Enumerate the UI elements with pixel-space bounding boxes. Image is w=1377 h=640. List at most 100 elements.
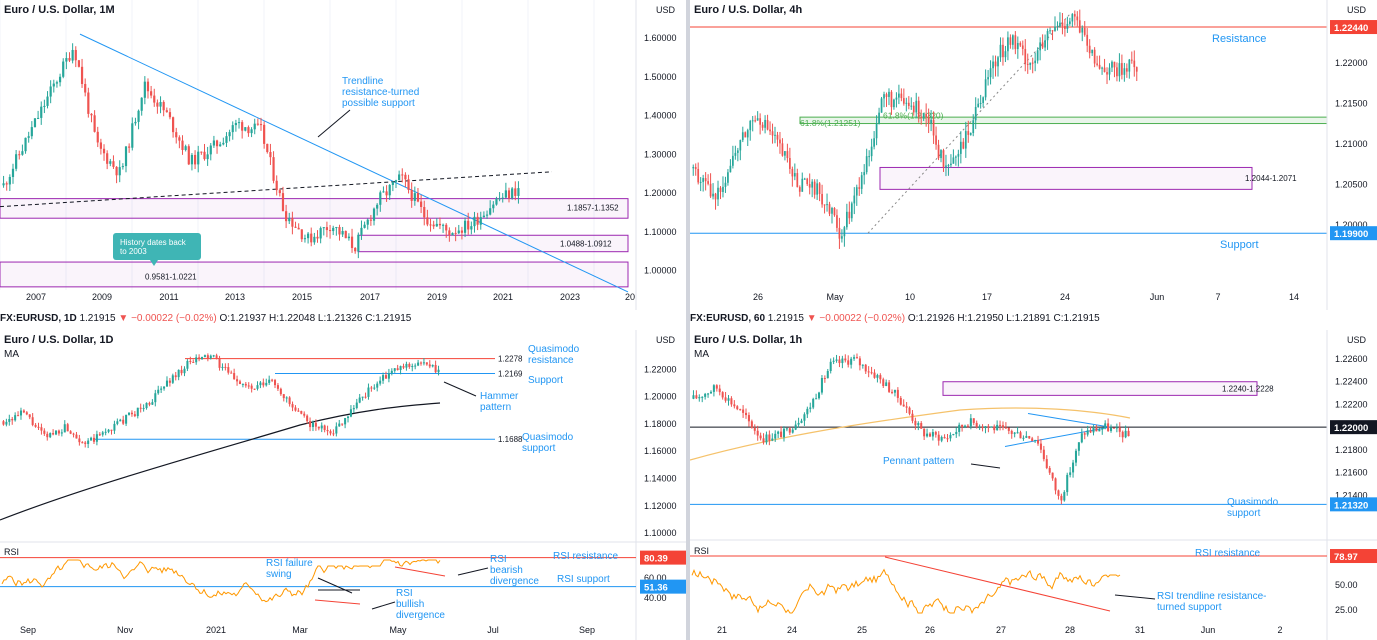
4h-candle bbox=[813, 181, 816, 195]
monthly-candle bbox=[263, 124, 266, 144]
monthly-candle bbox=[306, 233, 310, 239]
monthly-candle bbox=[234, 123, 237, 126]
open-price: O:1.21926 bbox=[907, 313, 955, 324]
daily-candle bbox=[57, 430, 60, 434]
4h-candle bbox=[845, 211, 848, 228]
chart-panel-daily[interactable]: 1.2278 1.2169 1.1688 Quasimodo resistance Sup… bbox=[0, 330, 686, 640]
hourly-candle bbox=[692, 395, 695, 399]
hourly-candle bbox=[858, 358, 861, 366]
monthly-candle bbox=[476, 216, 479, 225]
x-tick-label: 27 bbox=[996, 625, 1006, 635]
daily-candle bbox=[259, 382, 262, 386]
daily-candle bbox=[335, 426, 338, 434]
daily-chart-svg[interactable]: 1.22781.21691.1688QuasimodoresistanceSup… bbox=[0, 330, 686, 640]
monthly-candle bbox=[96, 131, 99, 143]
monthly-candle bbox=[159, 102, 162, 107]
monthly-candle bbox=[398, 174, 401, 181]
4h-candle bbox=[719, 187, 722, 192]
monthly-candle bbox=[33, 118, 37, 128]
hourly-candle bbox=[785, 428, 788, 430]
hourly-candle bbox=[730, 398, 733, 405]
monthly-candle bbox=[184, 146, 187, 150]
y-tick-label: 1.22000 bbox=[644, 364, 677, 374]
monthly-candle bbox=[250, 129, 253, 134]
monthly-candle bbox=[197, 151, 200, 165]
daily-candle bbox=[306, 415, 309, 422]
x-tick-label: 24 bbox=[1060, 292, 1070, 302]
hourly-candle bbox=[966, 425, 969, 427]
daily-candle bbox=[256, 385, 259, 389]
x-tick-label: 2017 bbox=[360, 292, 380, 302]
monthly-candle bbox=[407, 179, 410, 190]
chart-panel-monthly[interactable]: 1.1857-1.1352 1.0488-1.0912 0.9581-1.0221 T… bbox=[0, 0, 686, 310]
daily-candle bbox=[180, 369, 183, 374]
daily-candle bbox=[437, 369, 440, 373]
4h-candle bbox=[1024, 48, 1027, 64]
y-tick-label: 1.50000 bbox=[644, 72, 677, 82]
daily-candle bbox=[72, 433, 75, 435]
monthly-candle bbox=[498, 198, 501, 200]
daily-candle bbox=[78, 438, 81, 443]
4h-candle bbox=[959, 141, 962, 154]
hourly-chart-svg[interactable]: 1.2240-1.2228 Pennant pattern Quasimodosup… bbox=[690, 330, 1377, 640]
4h-candle bbox=[791, 168, 794, 177]
zone-label: 0.9581-1.0221 bbox=[145, 272, 197, 281]
zone-box bbox=[942, 381, 1258, 396]
chart-panel-hourly[interactable]: 1.2240-1.2228 Pennant pattern Quasimodo sup… bbox=[690, 330, 1377, 640]
daily-candle bbox=[373, 387, 376, 389]
daily-candle bbox=[393, 368, 396, 371]
monthly-candle bbox=[68, 58, 71, 61]
4h-chart-svg[interactable]: 1.2044-1.207161.8%(1.21251)61.8%(1.21320… bbox=[690, 0, 1377, 310]
monthly-candle bbox=[300, 229, 303, 240]
annotation-text: RSI trendline resistance- bbox=[1157, 591, 1267, 602]
4h-candle bbox=[838, 227, 841, 239]
4h-candle bbox=[977, 103, 980, 108]
hourly-candle bbox=[937, 434, 940, 441]
x-tick-label: May bbox=[826, 292, 844, 302]
daily-candle bbox=[69, 431, 72, 434]
hourly-candle bbox=[984, 426, 987, 429]
x-tick-label: 26 bbox=[753, 292, 763, 302]
4h-candle bbox=[702, 178, 705, 182]
4h-candle bbox=[774, 134, 776, 136]
hourly-candle bbox=[753, 427, 756, 431]
hourly-candle bbox=[1066, 474, 1069, 493]
x-tick-label: 26 bbox=[925, 625, 935, 635]
annotation-text: Pennant pattern bbox=[883, 456, 954, 467]
hourly-candle bbox=[949, 434, 952, 439]
monthly-chart-svg[interactable]: 1.1857-1.1352 1.0488-1.0912 0.9581-1.0221 T… bbox=[0, 0, 686, 310]
4h-candle bbox=[801, 178, 804, 192]
monthly-candle bbox=[55, 82, 59, 84]
hourly-candle bbox=[1098, 429, 1101, 432]
4h-candle bbox=[1125, 68, 1128, 72]
daily-candle bbox=[75, 434, 78, 439]
rsi-line bbox=[1, 559, 441, 603]
4h-candle bbox=[699, 181, 702, 183]
daily-candle bbox=[92, 437, 96, 442]
daily-candle bbox=[37, 426, 40, 428]
annotation-text: Quasimodo bbox=[528, 344, 580, 355]
4h-candle bbox=[1088, 45, 1091, 54]
4h-candle bbox=[1009, 37, 1012, 45]
annotation-text: resistance bbox=[528, 355, 574, 366]
daily-candle bbox=[364, 396, 367, 398]
monthly-candle bbox=[259, 124, 263, 126]
daily-candle bbox=[130, 412, 133, 415]
hourly-candle bbox=[1124, 430, 1127, 438]
4h-candle bbox=[1103, 67, 1106, 73]
close-price: C:1.21915 bbox=[1053, 313, 1100, 324]
4h-candle bbox=[1123, 68, 1126, 75]
panel-title: Euro / U.S. Dollar, 1D bbox=[4, 334, 114, 346]
4h-candle bbox=[707, 181, 709, 184]
daily-candle bbox=[341, 423, 344, 425]
4h-candle bbox=[950, 163, 952, 166]
4h-candle bbox=[1012, 35, 1014, 45]
annotation-text: RSI support bbox=[557, 574, 610, 585]
4h-candle bbox=[1002, 44, 1004, 58]
daily-candle bbox=[151, 402, 154, 405]
hourly-candle bbox=[920, 423, 923, 429]
annotation-text: support bbox=[1227, 508, 1261, 519]
chart-panel-4h[interactable]: 1.2044-1.2071 61.8%(1.21251) 61.8%(1.21320… bbox=[690, 0, 1377, 310]
daily-candle bbox=[136, 407, 139, 417]
daily-candle bbox=[431, 364, 434, 367]
